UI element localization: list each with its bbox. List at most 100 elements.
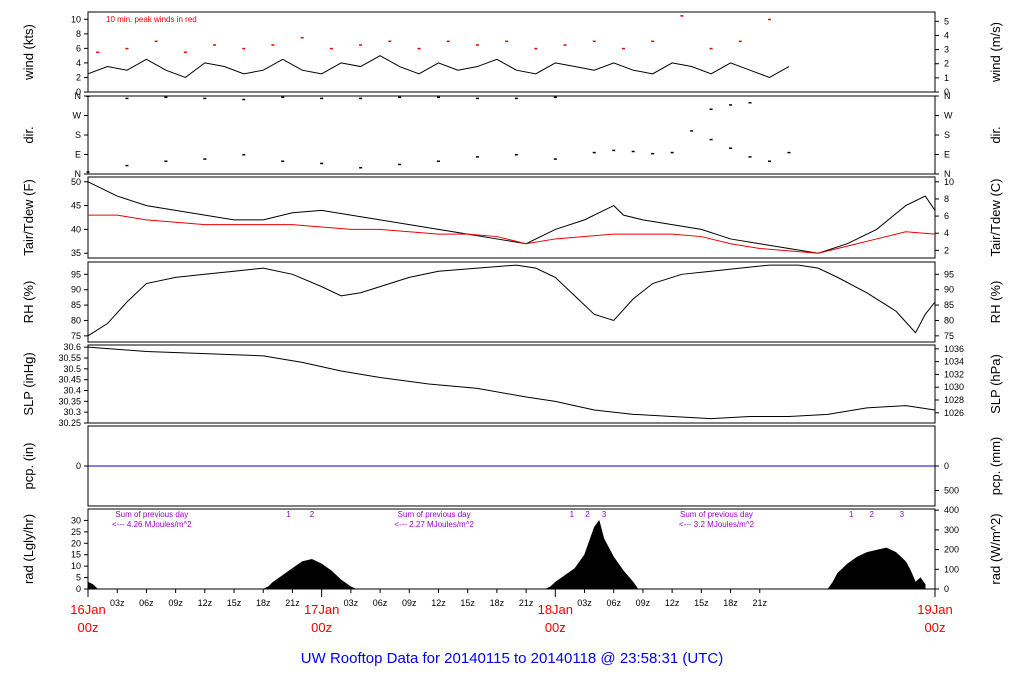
rh-ytick-label: 80 xyxy=(71,315,81,325)
rh-ylabel-right: RH (%) xyxy=(988,281,1003,324)
wind-ytick-right-label: 0 xyxy=(944,87,949,97)
temp-ytick-label: 50 xyxy=(71,177,81,187)
wind-point xyxy=(96,51,100,53)
wind-ytick-right-label: 4 xyxy=(944,30,949,40)
rad-ytick-label: 30 xyxy=(71,515,81,525)
x-tick-label: 12z xyxy=(198,598,213,608)
dir-ytick-right-label: E xyxy=(944,150,950,160)
x-tick-label: 21z xyxy=(285,598,300,608)
temp-ylabel: Tair/Tdew (F) xyxy=(21,179,36,256)
x-tick-label: 06z xyxy=(373,598,388,608)
temp-ytick-label: 40 xyxy=(71,224,81,234)
wind-ytick-label: 8 xyxy=(76,29,81,39)
dir-point xyxy=(748,102,752,104)
rad-frame xyxy=(87,508,936,590)
rad-annotation-line1: Sum of previous day xyxy=(398,510,471,519)
rh-ytick-label: 95 xyxy=(71,269,81,279)
wind-point xyxy=(359,44,363,46)
dir-point xyxy=(709,108,713,110)
wind-point xyxy=(563,44,567,46)
dir-point xyxy=(359,167,363,169)
x-tick-label: 18z xyxy=(490,598,505,608)
x-day-hour-label: 00z xyxy=(545,620,566,635)
dir-ylabel-right: dir. xyxy=(988,126,1003,143)
wind-point xyxy=(329,47,333,50)
dir-ytick-right-label: N xyxy=(944,169,951,179)
slp-ytick-right-label: 1032 xyxy=(944,369,964,379)
dir-ytick-label: E xyxy=(75,150,81,160)
rad-ytick-right-label: 200 xyxy=(944,545,959,555)
slp-ytick-label: 30.45 xyxy=(58,375,81,385)
rh-ytick-right-label: 80 xyxy=(944,315,954,325)
wind-ytick-right-label: 2 xyxy=(944,59,949,69)
wind-point xyxy=(505,40,509,43)
temp-ytick-label: 35 xyxy=(71,248,81,258)
rh-ytick-right-label: 95 xyxy=(944,269,954,279)
slp-ytick-label: 30.4 xyxy=(63,386,81,396)
dir-ytick-label: S xyxy=(75,130,81,140)
slp-ytick-label: 30.35 xyxy=(58,396,81,406)
dir-point xyxy=(767,160,771,162)
rad-marker: 2 xyxy=(585,510,590,519)
rad-ytick-label: 15 xyxy=(71,550,81,560)
dir-point xyxy=(281,96,285,99)
chart-title: UW Rooftop Data for 20140115 to 20140118… xyxy=(300,650,724,667)
temp-ytick-right-label: 6 xyxy=(944,211,949,221)
rad-ytick-right-label: 500 xyxy=(944,485,959,495)
wind-point xyxy=(388,40,392,43)
rad-ytick-right-label: 100 xyxy=(944,564,959,574)
x-tick-label: 21z xyxy=(753,598,768,608)
dir-point xyxy=(203,97,207,100)
dir-point xyxy=(86,95,90,97)
dir-point xyxy=(281,160,285,162)
wind-ytick-label: 10 xyxy=(71,14,81,24)
x-day-label: 18Jan xyxy=(538,602,573,617)
x-day-label: 17Jan xyxy=(304,602,339,617)
slp-ylabel: SLP (inHg) xyxy=(21,352,36,415)
dir-point xyxy=(125,164,129,167)
slp-frame xyxy=(87,344,936,424)
wind-line xyxy=(87,55,790,79)
wind-ytick-label: 4 xyxy=(76,58,81,68)
temp-ytick-label: 45 xyxy=(71,201,81,211)
dir-point xyxy=(514,97,518,100)
dir-point xyxy=(436,160,440,162)
rad-ytick-label: 10 xyxy=(71,561,81,571)
slp-line xyxy=(87,346,936,420)
wind-ylabel: wind (kts) xyxy=(21,24,36,81)
x-day-hour-label: 00z xyxy=(925,620,946,635)
slp-ylabel-right: SLP (hPa) xyxy=(988,354,1003,414)
wind-point xyxy=(621,47,625,50)
wind-ytick-right-label: 3 xyxy=(944,45,949,55)
x-tick-label: 12z xyxy=(665,598,680,608)
temp-ylabel-right: Tair/Tdew (C) xyxy=(988,178,1003,256)
dir-point xyxy=(164,96,168,99)
dir-point xyxy=(164,160,168,162)
wind-ytick-right-label: 5 xyxy=(944,16,949,26)
temp-ytick-right-label: 2 xyxy=(944,245,949,255)
dir-point xyxy=(670,151,674,154)
x-day-hour-label: 00z xyxy=(78,620,99,635)
x-tick-label: 15z xyxy=(227,598,242,608)
dir-point xyxy=(242,154,246,156)
x-tick-label: 21z xyxy=(519,598,534,608)
x-tick-label: 03z xyxy=(110,598,125,608)
slp-ytick-right-label: 1026 xyxy=(944,408,964,418)
rad-marker: 3 xyxy=(602,510,607,519)
wind-ytick-label: 6 xyxy=(76,43,81,53)
rad-ytick-right-label: 300 xyxy=(944,525,959,535)
x-tick-label: 12z xyxy=(431,598,446,608)
x-day-hour-label: 00z xyxy=(311,620,332,635)
x-tick-label: 15z xyxy=(460,598,475,608)
temp-line xyxy=(88,214,936,254)
dir-ytick-right-label: S xyxy=(944,130,950,140)
rad-ytick-right-label: 400 xyxy=(944,505,959,515)
dir-ytick-right-label: W xyxy=(944,111,953,121)
dir-ytick-label: N xyxy=(75,169,82,179)
slp-ytick-label: 30.6 xyxy=(63,342,81,352)
rh-ytick-label: 85 xyxy=(71,300,81,310)
temp-frame xyxy=(87,176,936,259)
rad-marker: 2 xyxy=(310,510,315,519)
slp-ytick-right-label: 1030 xyxy=(944,382,964,392)
